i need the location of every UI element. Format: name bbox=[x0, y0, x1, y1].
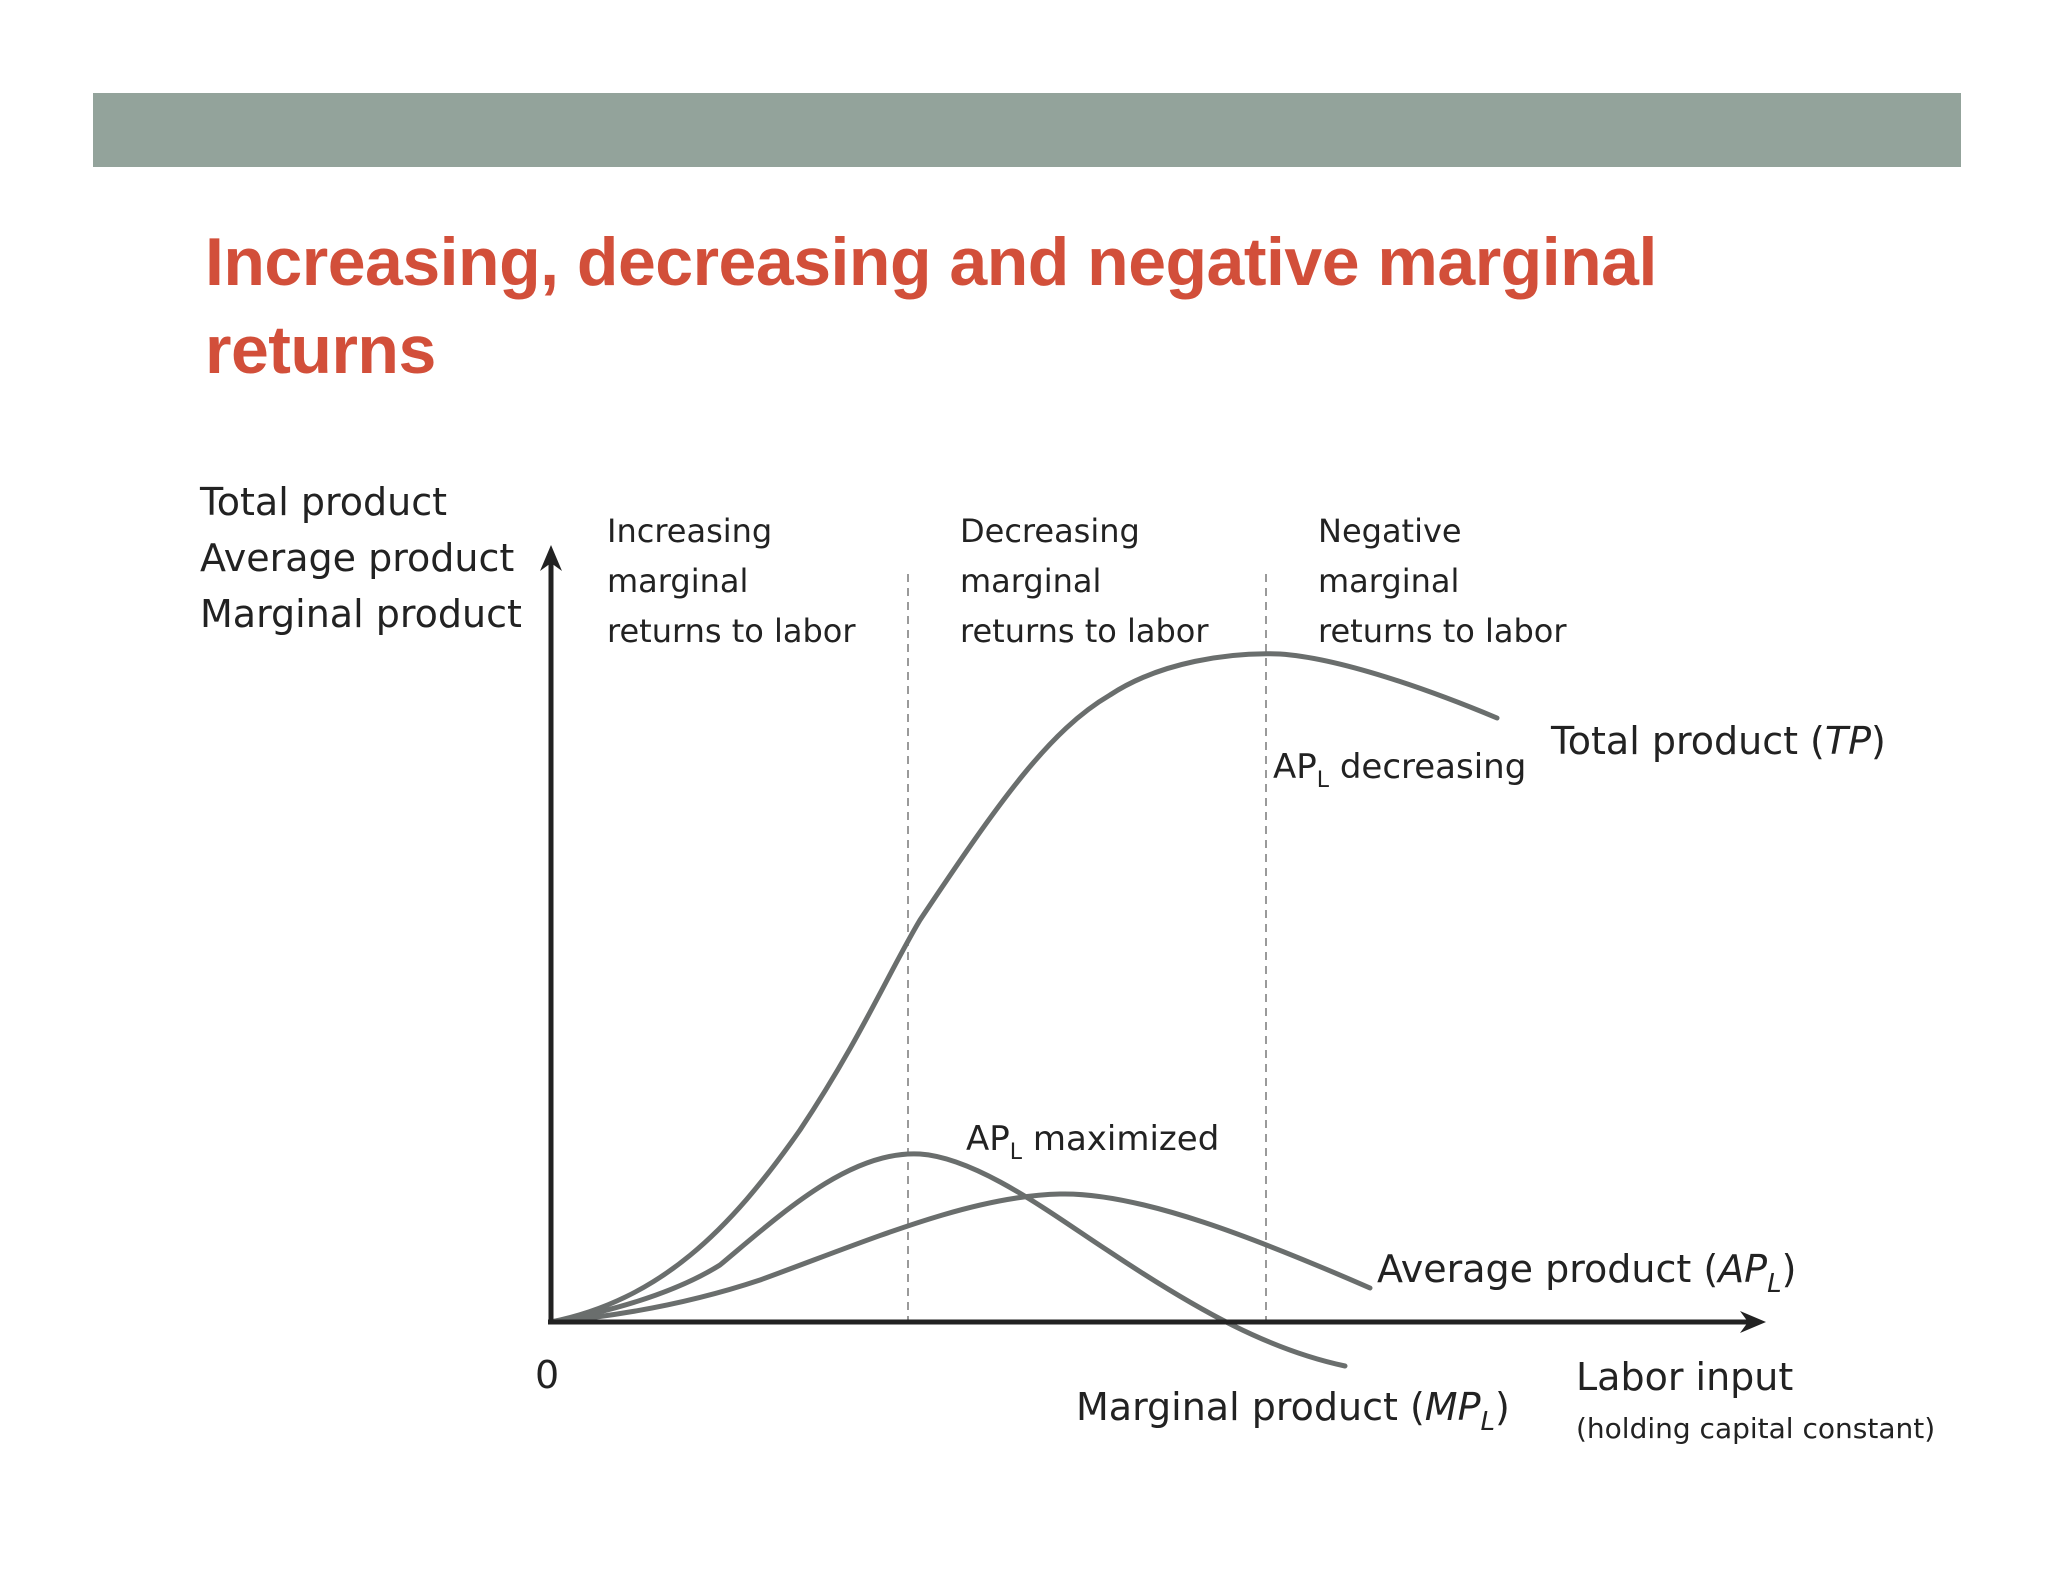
y-axis-label-line-2: Average product bbox=[200, 536, 514, 580]
region-2-line-3: returns to labor bbox=[960, 612, 1209, 650]
region-2-line-2: marginal bbox=[960, 562, 1101, 600]
x-axis-sublabel: (holding capital constant) bbox=[1576, 1412, 1935, 1445]
slide-title: Increasing, decreasing and negative marg… bbox=[205, 218, 1805, 394]
total-product-curve bbox=[548, 651, 1500, 1325]
y-axis-label-line-1: Total product bbox=[199, 480, 447, 524]
ap-label: Average product (APL) bbox=[1377, 1247, 1796, 1299]
tp-label: Total product (TP) bbox=[1550, 719, 1886, 763]
x-axis-arrow bbox=[1740, 1311, 1766, 1333]
region-3-line-2: marginal bbox=[1318, 562, 1459, 600]
y-axis-label-line-3: Marginal product bbox=[200, 592, 522, 636]
region-2-line-1: Decreasing bbox=[960, 512, 1140, 550]
region-1-line-1: Increasing bbox=[607, 512, 772, 550]
slide-title-line-1: Increasing, decreasing and negative marg… bbox=[205, 224, 1657, 300]
origin-label: 0 bbox=[535, 1353, 559, 1397]
region-3-line-3: returns to labor bbox=[1318, 612, 1567, 650]
slide-title-line-2: returns bbox=[205, 312, 436, 388]
average-product-curve bbox=[548, 1191, 1373, 1325]
header-band bbox=[93, 93, 1961, 167]
marginal-product-curve bbox=[548, 1151, 1348, 1369]
y-axis-arrow bbox=[540, 545, 562, 571]
ap-maximized-annotation: APL maximized bbox=[966, 1119, 1219, 1165]
x-axis-label: Labor input bbox=[1576, 1355, 1793, 1399]
ap-decreasing-annotation: APL decreasing bbox=[1273, 747, 1526, 793]
region-1-line-3: returns to labor bbox=[607, 612, 856, 650]
mp-label: Marginal product (MPL) bbox=[1076, 1385, 1510, 1437]
region-3-line-1: Negative bbox=[1318, 512, 1462, 550]
region-1-line-2: marginal bbox=[607, 562, 748, 600]
